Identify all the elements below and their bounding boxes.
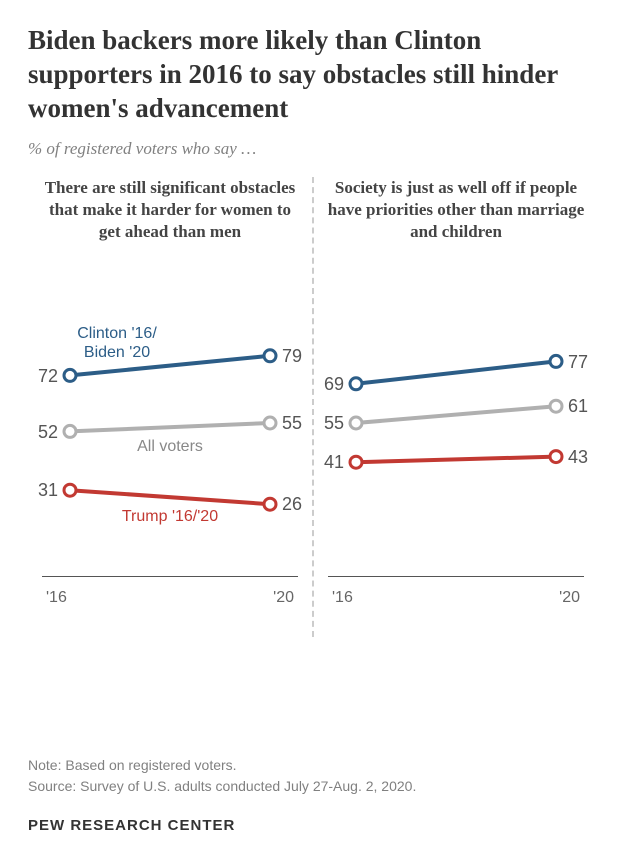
baseline — [328, 576, 584, 577]
value-label: 72 — [38, 366, 58, 387]
value-label: 43 — [568, 447, 588, 468]
panel-society: Society is just as well off if people ha… — [314, 177, 598, 637]
x-label-16: '16 — [332, 589, 353, 607]
panel-title-1: There are still significant obstacles th… — [38, 177, 302, 287]
panel-obstacles: There are still significant obstacles th… — [28, 177, 312, 637]
series-label: All voters — [110, 437, 230, 456]
x-label-20: '20 — [559, 589, 580, 607]
series-label: Trump '16/'20 — [110, 507, 230, 526]
plot-1: 7279Clinton '16/Biden '205255All voters3… — [42, 297, 298, 577]
x-label-16: '16 — [46, 589, 67, 607]
value-label: 26 — [282, 494, 302, 515]
value-label: 79 — [282, 346, 302, 367]
note-text: Note: Based on registered voters. — [28, 756, 598, 776]
value-label: 52 — [38, 422, 58, 443]
value-label: 77 — [568, 352, 588, 373]
value-label: 69 — [324, 374, 344, 395]
chart-subtitle: % of registered voters who say … — [28, 139, 598, 159]
plot-2: 697755614143 — [328, 297, 584, 577]
x-axis-labels: '16 '20 — [324, 589, 588, 607]
value-label: 55 — [282, 413, 302, 434]
value-label: 31 — [38, 480, 58, 501]
value-label: 61 — [568, 396, 588, 417]
series-label: Clinton '16/Biden '20 — [62, 324, 172, 362]
panel-title-2: Society is just as well off if people ha… — [324, 177, 588, 287]
x-label-20: '20 — [273, 589, 294, 607]
attribution: PEW RESEARCH CENTER — [28, 817, 598, 834]
chart-footer: Note: Based on registered voters. Source… — [28, 756, 598, 834]
value-label: 55 — [324, 413, 344, 434]
x-axis-labels: '16 '20 — [38, 589, 302, 607]
source-text: Source: Survey of U.S. adults conducted … — [28, 777, 598, 797]
value-label: 41 — [324, 452, 344, 473]
chart-title: Biden backers more likely than Clinton s… — [28, 24, 598, 125]
chart-area: There are still significant obstacles th… — [28, 177, 598, 637]
baseline — [42, 576, 298, 577]
